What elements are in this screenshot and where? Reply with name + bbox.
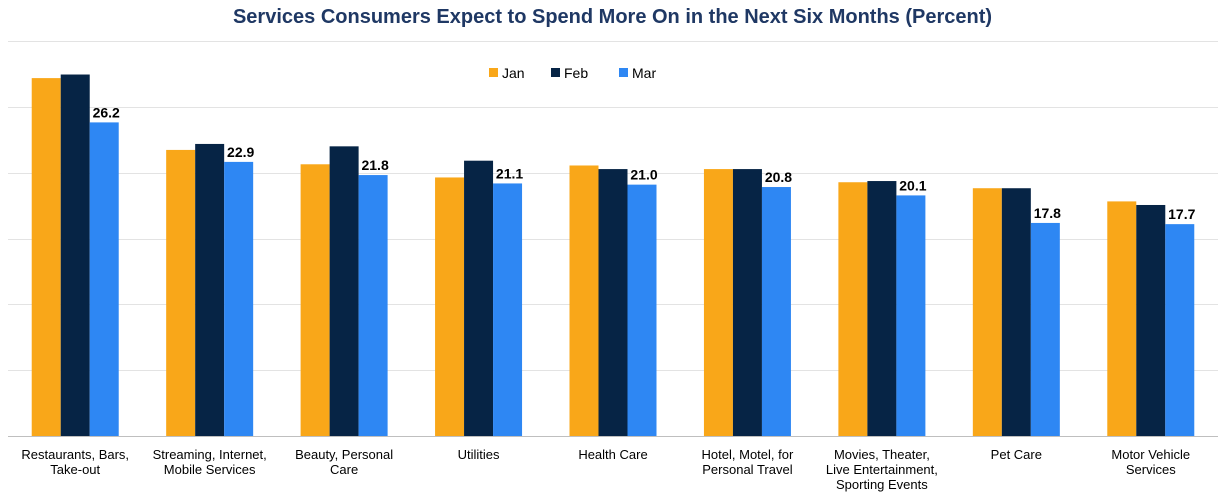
x-tick-label: Pet Care [991,447,1042,462]
bar-feb [329,146,359,437]
x-tick-label: Care [330,462,358,477]
x-tick-label: Restaurants, Bars, [21,447,129,462]
data-label: 22.9 [227,144,254,160]
x-tick-label: Utilities [458,447,500,462]
bar-feb [195,143,225,436]
bar-mar [761,187,791,436]
data-label: 21.1 [496,165,523,181]
x-tick-label: Streaming, Internet, [153,447,267,462]
bar-mar [224,161,254,437]
bar-mar [627,184,657,436]
bar-mar [896,195,926,436]
data-label: 17.8 [1034,205,1061,221]
data-label: 17.7 [1168,206,1195,222]
bar-feb [60,74,90,437]
x-tick-label: Movies, Theater, [834,447,930,462]
x-tick-label: Sporting Events [836,477,928,492]
bar-jan [300,164,330,436]
bar-jan [703,169,733,437]
bar-mar [1030,222,1060,436]
legend-swatch-mar [619,68,628,77]
x-tick-label: Beauty, Personal [295,447,393,462]
data-label: 20.8 [765,169,792,185]
bar-mar [358,175,388,436]
x-tick-label: Motor Vehicle [1111,447,1190,462]
legend-label-mar: Mar [632,65,656,81]
bar-mar [89,122,119,437]
bar-feb [732,169,762,437]
x-tick-label: Personal Travel [702,462,792,477]
bar-feb [1136,204,1166,436]
x-tick-label: Health Care [578,447,647,462]
data-label: 21.8 [361,157,388,173]
bar-feb [1001,188,1031,436]
x-tick-label: Take-out [50,462,100,477]
chart-title: Services Consumers Expect to Spend More … [232,6,993,28]
data-label: 26.2 [93,104,120,120]
bar-jan [166,149,196,436]
bar-mar [1165,224,1195,436]
bar-mar [493,183,523,436]
legend-swatch-feb [551,68,560,77]
bar-jan [569,165,599,436]
bar-jan [972,188,1002,436]
bar-jan [1107,201,1137,436]
legend-label-jan: Jan [502,65,525,81]
bar-feb [598,169,628,437]
x-tick-label: Mobile Services [164,462,256,477]
bar-jan [31,78,61,436]
bar-feb [464,160,494,437]
bar-feb [867,181,897,436]
data-label: 21.0 [630,167,657,183]
x-tick-label: Live Entertainment, [826,462,938,477]
data-label: 20.1 [899,177,926,193]
legend-swatch-jan [489,68,498,77]
legend-label-feb: Feb [564,65,588,81]
bar-jan [435,177,465,437]
bar-jan [838,182,868,436]
x-tick-label: Hotel, Motel, for [702,447,794,462]
x-tick-label: Services [1126,462,1176,477]
